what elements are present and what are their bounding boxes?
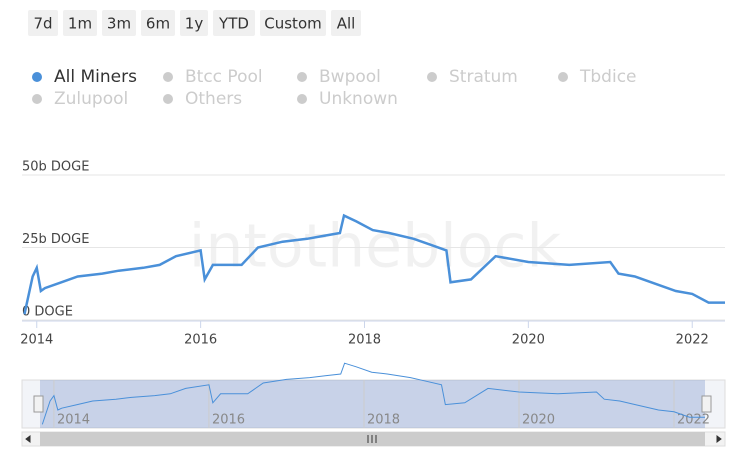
legend-marker[interactable] (427, 72, 437, 82)
range-button-label[interactable]: 1y (185, 15, 204, 33)
navigator[interactable] (21, 379, 726, 429)
navigator-tick-label: 2016 (212, 413, 245, 428)
range-button[interactable] (102, 10, 136, 36)
legend-marker[interactable] (163, 72, 173, 82)
legend-marker[interactable] (163, 94, 173, 104)
legend-label[interactable]: Unknown (319, 89, 398, 109)
navigator-handle[interactable] (701, 395, 712, 413)
x-tick-label: 2022 (676, 333, 709, 348)
range-button-label[interactable]: 1m (68, 15, 92, 33)
legend-marker[interactable] (32, 72, 42, 82)
range-button[interactable] (213, 10, 255, 36)
navigator-tick-label: 2018 (367, 413, 400, 428)
range-button[interactable] (141, 10, 175, 36)
legend-marker[interactable] (558, 72, 568, 82)
legend-marker[interactable] (32, 94, 42, 104)
legend-label[interactable]: Tbdice (579, 67, 637, 87)
range-button[interactable] (63, 10, 97, 36)
x-tick-label: 2014 (20, 333, 53, 348)
navigator-tick-label: 2014 (57, 413, 90, 428)
legend-label[interactable]: Btcc Pool (185, 67, 263, 87)
legend-label[interactable]: Bwpool (319, 67, 381, 87)
x-tick-label: 2018 (348, 333, 381, 348)
legend-label[interactable]: Stratum (449, 67, 518, 87)
y-tick-label: 0 DOGE (22, 305, 73, 320)
x-tick-label: 2016 (184, 333, 217, 348)
legend-label[interactable]: Others (185, 89, 242, 109)
y-tick-label: 25b DOGE (22, 232, 89, 247)
x-tick-label: 2020 (512, 333, 545, 348)
legend-label[interactable]: Zulupool (54, 89, 128, 109)
range-button-label[interactable]: All (337, 15, 356, 33)
range-button-label[interactable]: 7d (33, 15, 52, 33)
range-button[interactable] (260, 10, 326, 36)
series-line (23, 213, 725, 315)
range-button[interactable] (180, 10, 208, 36)
navigator-handle[interactable] (33, 395, 44, 413)
legend-marker[interactable] (297, 94, 307, 104)
y-tick-label: 50b DOGE (22, 160, 89, 175)
navigator-tick-label: 2020 (522, 413, 555, 428)
range-button-label[interactable]: 3m (107, 15, 131, 33)
navigator-line (41, 362, 705, 425)
navigator-selection[interactable] (40, 380, 705, 428)
range-button[interactable] (28, 10, 58, 36)
legend-marker[interactable] (297, 72, 307, 82)
range-button-label[interactable]: 6m (146, 15, 170, 33)
watermark: intotheblock (189, 212, 562, 282)
scroll-arrows (25, 435, 722, 443)
range-button[interactable] (331, 10, 361, 36)
range-button-label[interactable]: YTD (218, 15, 249, 33)
legend-label[interactable]: All Miners (54, 67, 137, 87)
range-button-label[interactable]: Custom (264, 15, 321, 33)
